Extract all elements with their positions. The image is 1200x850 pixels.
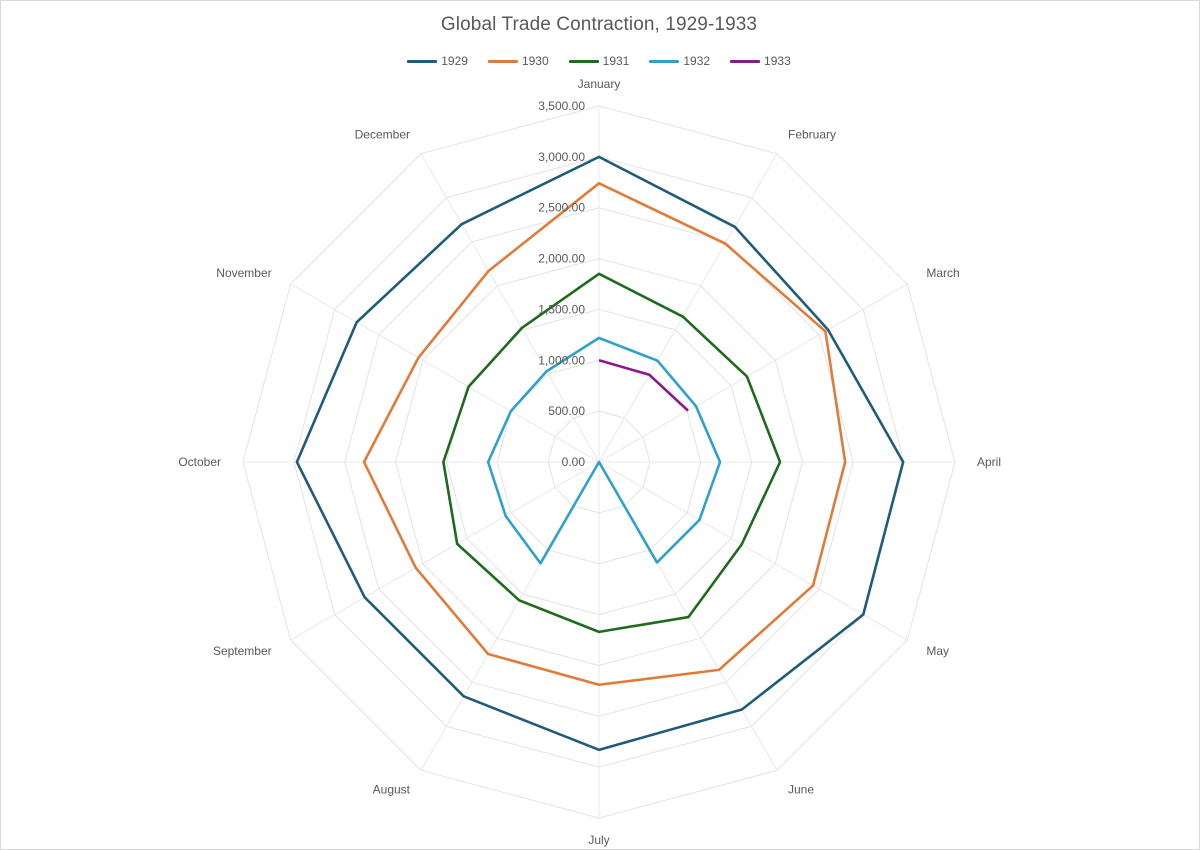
series-line-1931 bbox=[442, 272, 782, 634]
series-line-1930 bbox=[362, 182, 847, 687]
legend-label-1929: 1929 bbox=[441, 54, 468, 68]
axis-label-january: January bbox=[578, 77, 621, 91]
legend-item-1933: 1933 bbox=[730, 54, 791, 68]
tick-label-5: 2,500.00 bbox=[538, 201, 585, 215]
legend-item-1929: 1929 bbox=[407, 54, 468, 68]
axis-label-may: May bbox=[926, 644, 949, 658]
chart-title: Global Trade Contraction, 1929-1933 bbox=[440, 14, 758, 35]
axis-label-april: April bbox=[977, 455, 1001, 469]
axis-label-march: March bbox=[926, 266, 959, 280]
tick-label-6: 3,000.00 bbox=[538, 150, 585, 164]
series-line-1932 bbox=[486, 336, 722, 565]
axis-label-august: August bbox=[373, 782, 411, 796]
legend-label-1932: 1932 bbox=[683, 54, 711, 68]
legend-label-1931: 1931 bbox=[602, 54, 630, 68]
series-line-1929 bbox=[295, 155, 905, 752]
spoke-8 bbox=[290, 461, 600, 641]
legend-label-1933: 1933 bbox=[764, 54, 791, 68]
axis-label-february: February bbox=[788, 128, 836, 142]
tick-label-2: 1,000.00 bbox=[538, 353, 585, 367]
axis-label-november: November bbox=[216, 266, 271, 280]
spoke-11 bbox=[420, 153, 600, 463]
legend-swatch-1931 bbox=[568, 59, 599, 63]
tick-label-3: 1,500.00 bbox=[538, 302, 585, 316]
legend-item-1932: 1932 bbox=[649, 54, 710, 68]
axis-label-october: October bbox=[178, 455, 221, 469]
tick-label-1: 500.00 bbox=[548, 404, 585, 418]
legend-label-1930: 1930 bbox=[521, 54, 549, 68]
legend-swatch-1933 bbox=[730, 59, 761, 63]
legend: 1929 1930 1931 1932 1933 bbox=[0, 54, 1198, 68]
series-line-1933 bbox=[598, 359, 689, 412]
legend-swatch-1930 bbox=[487, 59, 518, 63]
spoke-1 bbox=[598, 153, 778, 463]
spoke-4 bbox=[598, 461, 908, 641]
legend-item-1931: 1931 bbox=[568, 54, 630, 68]
axis-label-december: December bbox=[355, 128, 410, 142]
tick-label-0: 0.00 bbox=[562, 455, 586, 469]
axis-label-september: September bbox=[213, 644, 272, 658]
tick-label-4: 2,000.00 bbox=[538, 252, 585, 266]
spoke-2 bbox=[598, 283, 908, 463]
axis-label-june: June bbox=[788, 782, 814, 796]
tick-label-7: 3,500.00 bbox=[538, 99, 585, 113]
legend-swatch-1932 bbox=[649, 59, 680, 63]
legend-item-1930: 1930 bbox=[487, 54, 549, 68]
axis-label-july: July bbox=[588, 833, 609, 847]
legend-swatch-1929 bbox=[407, 59, 438, 63]
spoke-10 bbox=[290, 283, 600, 463]
